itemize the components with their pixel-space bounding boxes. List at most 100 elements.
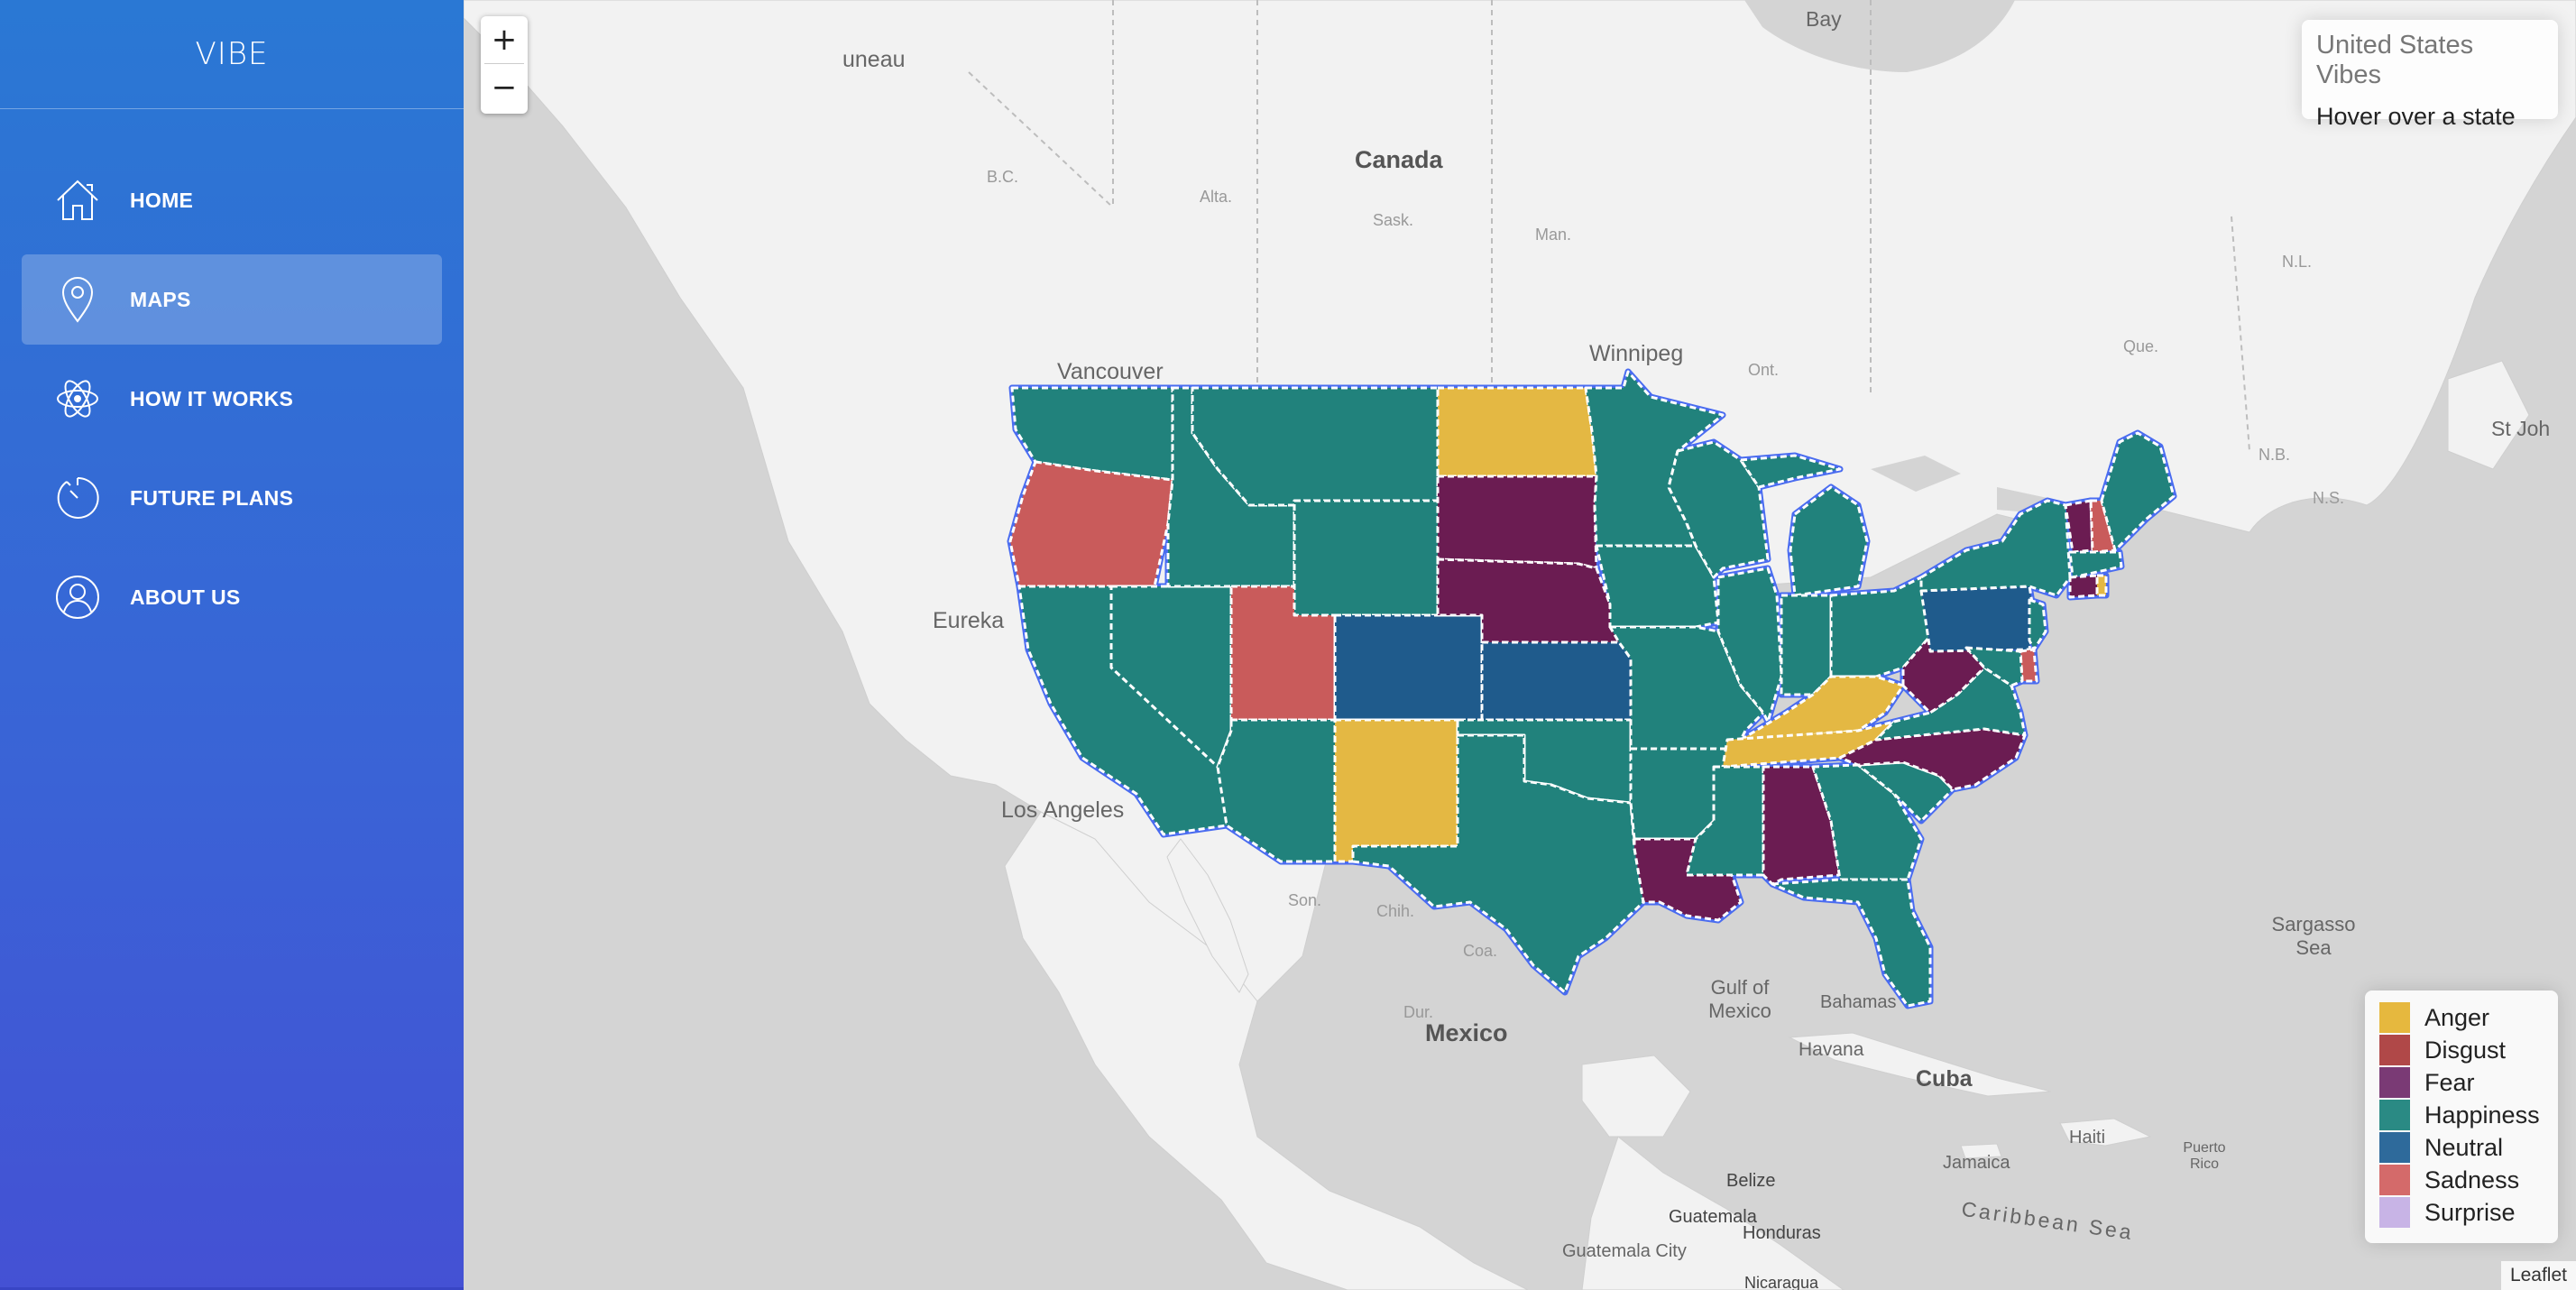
legend-swatch [2379,1035,2410,1065]
nav-label: HOW IT WORKS [130,386,294,410]
state-OR[interactable] [1008,460,1174,588]
land-florida-yucatan [1581,1055,1691,1138]
label-chih: Chih. [1376,902,1415,920]
label-bay: Bay [1806,7,1842,31]
state-WY[interactable] [1293,499,1440,617]
speedometer-icon [51,471,105,525]
state-IA[interactable] [1595,544,1720,629]
nav-list: HOME MAPS HOW IT WORKS [0,155,464,651]
legend-label: Surprise [2424,1198,2516,1226]
sidebar-bottom-strip [0,1287,464,1290]
legend-label: Fear [2424,1068,2475,1096]
label-ns: N.S. [2313,489,2345,507]
nav-label: ABOUT US [130,585,241,609]
zoom-control: + − [481,16,528,114]
label-guatemala-city: Guatemala City [1562,1241,1687,1261]
state-AL[interactable] [1762,765,1842,886]
province-borders [968,0,2250,452]
label-puerto-rico: Puerto Rico [2183,1140,2226,1172]
nav-item-about-us[interactable]: ABOUT US [22,552,442,642]
label-ont: Ont. [1748,361,1780,379]
nav-label: HOME [130,188,194,212]
info-text: Hover over a state [2316,103,2516,130]
state-SD[interactable] [1436,475,1598,570]
label-jamaica: Jamaica [1943,1153,2010,1173]
state-MS[interactable] [1685,765,1765,877]
label-los-angeles: Los Angeles [1001,797,1125,823]
label-belize: Belize [1726,1171,1776,1191]
label-haiti: Haiti [2069,1128,2106,1147]
state-DE[interactable] [2019,648,2038,683]
zoom-divider [484,63,524,64]
state-NM[interactable] [1333,718,1459,863]
state-MO[interactable] [1608,625,1765,751]
state-WI[interactable] [1667,440,1770,579]
water-hudson-bay [1744,0,2015,72]
legend-label: Anger [2424,1003,2490,1031]
state-CT[interactable] [2068,574,2099,599]
label-eureka: Eureka [933,608,1005,633]
state-RI[interactable] [2095,574,2108,597]
map-pin-icon [51,272,105,327]
legend-swatch [2379,1197,2410,1228]
map-canvas[interactable]: Canada Mexico Vancouver Winnipeg uneau E… [464,0,2576,1290]
state-TX[interactable] [1351,733,1645,994]
nav-item-home[interactable]: HOME [22,155,442,245]
legend-label: Happiness [2424,1101,2540,1129]
divider [0,108,464,109]
land-baja [1166,838,1249,993]
state-NY[interactable] [1919,499,2072,597]
us-states-layer [1007,368,2177,1009]
label-vancouver: Vancouver [1057,359,1164,384]
state-MA[interactable] [2068,550,2123,579]
state-CO[interactable] [1333,613,1484,722]
state-KS[interactable] [1480,640,1633,722]
user-icon [51,570,105,624]
label-bc: B.C. [987,168,1019,186]
state-LA[interactable] [1633,837,1743,922]
legend-swatch [2379,1100,2410,1130]
zoom-out-button[interactable]: − [491,69,518,106]
water-great-lakes [1871,456,2060,514]
state-NE[interactable] [1436,557,1621,644]
nav-item-how-it-works[interactable]: HOW IT WORKS [22,354,442,444]
label-winnipeg: Winnipeg [1589,341,1684,366]
label-havana: Havana [1799,1039,1864,1060]
label-que: Que. [2123,337,2159,355]
legend-swatch [2379,1002,2410,1033]
leaflet-attribution[interactable]: Leaflet [2500,1261,2576,1290]
label-bahamas: Bahamas [1820,992,1897,1012]
state-ND[interactable] [1436,386,1598,478]
state-MI[interactable] [1739,454,1869,597]
label-dur: Dur. [1403,1003,1434,1021]
state-ME[interactable] [2100,431,2176,552]
label-nl: N.L. [2282,253,2313,271]
state-MD[interactable] [1964,646,2024,687]
land-central-america [1581,1136,1845,1290]
state-NJ[interactable] [2028,598,2047,651]
state-CA[interactable] [1017,585,1233,836]
sidebar: VIBE HOME MAPS [0,0,464,1290]
land-newfoundland [2447,360,2530,470]
legend-label: Sadness [2424,1166,2520,1193]
label-sargasso-sea: Sargasso Sea [2271,913,2356,959]
label-mexico: Mexico [1425,1019,1508,1046]
state-IL[interactable] [1716,567,1783,723]
home-icon [51,173,105,227]
nav-item-future-plans[interactable]: FUTURE PLANS [22,453,442,543]
legend-swatch [2379,1132,2410,1163]
label-gulf-of-mexico: Gulf of Mexico [1708,976,1771,1022]
brand-title[interactable]: VIBE [195,36,269,72]
info-title: United States Vibes [2316,31,2474,89]
state-AZ[interactable] [1216,718,1337,863]
state-WV[interactable] [1901,634,1986,714]
legend-item: Neutral [2379,1131,2544,1164]
label-son: Son. [1288,891,1322,909]
zoom-in-button[interactable]: + [491,22,518,58]
nav-item-maps[interactable]: MAPS [22,254,442,345]
land-hispaniola [2059,1118,2152,1147]
state-FL[interactable] [1771,878,1932,1008]
label-honduras: Honduras [1743,1223,1821,1243]
state-IN[interactable] [1780,594,1833,696]
state-PA[interactable] [1919,585,2036,653]
